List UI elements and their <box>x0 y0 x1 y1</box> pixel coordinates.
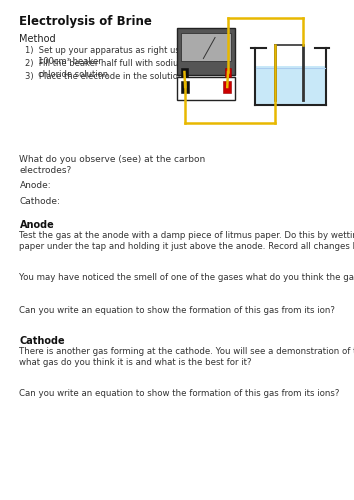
Text: Anode: Anode <box>19 220 54 230</box>
Bar <box>177 78 235 100</box>
Text: What do you observe (see) at the carbon
electrodes?: What do you observe (see) at the carbon … <box>19 155 206 176</box>
Text: 2)  Fill the beaker half full with sodium
     chloride solution: 2) Fill the beaker half full with sodium… <box>25 59 186 80</box>
Text: Electrolysis of Brine: Electrolysis of Brine <box>19 15 152 28</box>
Text: Method: Method <box>19 34 56 44</box>
Bar <box>181 82 189 92</box>
Text: Anode:: Anode: <box>19 181 51 190</box>
Text: 3)  Place the electrode in the solution: 3) Place the electrode in the solution <box>25 72 183 81</box>
Text: 1)  Set up your apparatus as right using a
     100cm³ beaker: 1) Set up your apparatus as right using … <box>25 46 200 66</box>
Bar <box>256 66 325 104</box>
Text: Can you write an equation to show the formation of this gas from its ions?: Can you write an equation to show the fo… <box>19 389 340 398</box>
Text: You may have noticed the smell of one of the gases what do you think the gas is?: You may have noticed the smell of one of… <box>19 273 354 282</box>
Text: Test the gas at the anode with a damp piece of litmus paper. Do this by wetting : Test the gas at the anode with a damp pi… <box>19 231 354 252</box>
Bar <box>223 82 231 92</box>
Text: Cathode: Cathode <box>19 336 65 346</box>
Bar <box>181 34 231 61</box>
Text: There is another gas forming at the cathode. You will see a demonstration of tes: There is another gas forming at the cath… <box>19 347 354 368</box>
Text: Cathode:: Cathode: <box>19 196 60 205</box>
Bar <box>225 68 231 76</box>
Text: Can you write an equation to show the formation of this gas from its ion?: Can you write an equation to show the fo… <box>19 306 335 315</box>
Bar <box>181 68 188 76</box>
Bar <box>177 28 235 75</box>
